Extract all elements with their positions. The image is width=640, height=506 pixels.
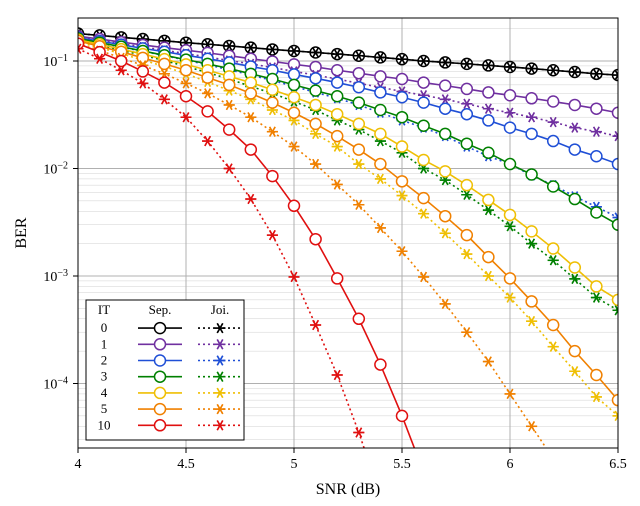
svg-text:4.5: 4.5 [177, 457, 195, 472]
svg-text:6: 6 [507, 457, 514, 472]
x-axis-label: SNR (dB) [316, 481, 380, 498]
chart-svg: 44.555.566.510−410−310−210−1SNR (dB)BERI… [0, 0, 640, 506]
y-axis-label: BER [13, 217, 30, 248]
svg-text:2: 2 [101, 353, 108, 368]
svg-text:4: 4 [75, 457, 82, 472]
svg-text:6.5: 6.5 [609, 457, 627, 472]
svg-text:3: 3 [101, 369, 108, 384]
svg-text:1: 1 [101, 336, 108, 351]
svg-text:5.5: 5.5 [393, 457, 411, 472]
svg-text:IT: IT [98, 302, 110, 317]
svg-text:4: 4 [101, 385, 108, 400]
svg-text:Sep.: Sep. [149, 302, 172, 317]
svg-text:0: 0 [101, 320, 108, 335]
svg-text:5: 5 [291, 457, 298, 472]
svg-text:10: 10 [98, 417, 111, 432]
svg-text:Joi.: Joi. [211, 302, 229, 317]
ber-chart: 44.555.566.510−410−310−210−1SNR (dB)BERI… [0, 0, 640, 506]
svg-text:5: 5 [101, 401, 108, 416]
